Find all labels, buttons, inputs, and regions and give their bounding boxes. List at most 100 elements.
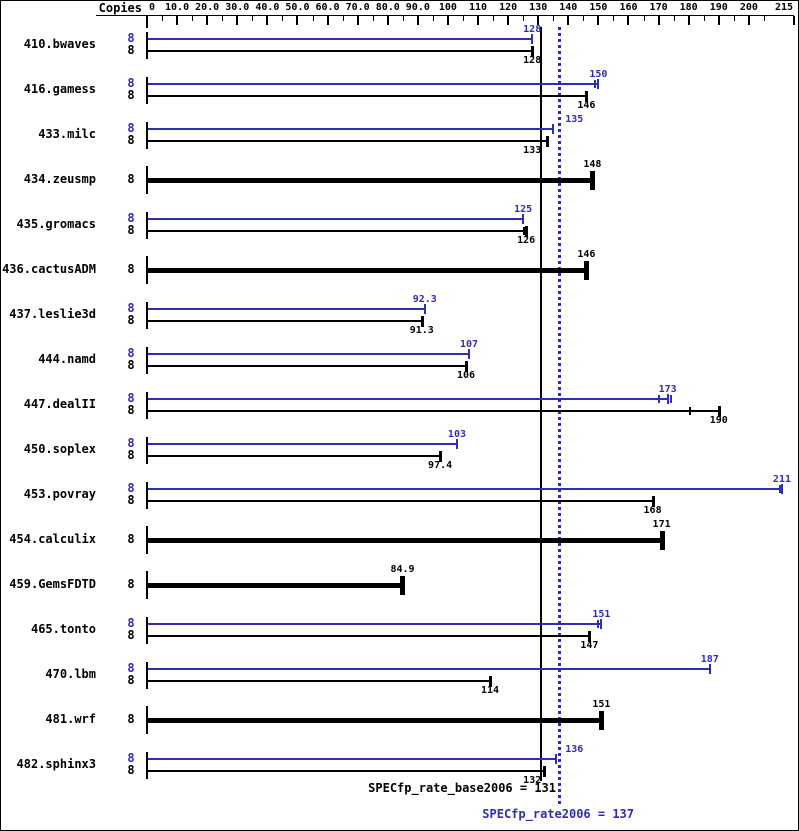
axis-minor-tick (613, 16, 615, 21)
axis-segment (146, 571, 148, 599)
bar-end-tick (455, 439, 458, 449)
base-value-label: 168 (643, 505, 662, 516)
base-value-label: 97.4 (428, 460, 453, 471)
copies-value: 8 (127, 88, 135, 102)
axis-segment (146, 752, 148, 779)
base-bar (148, 455, 441, 457)
axis-major-tick (356, 16, 359, 25)
base-bar (148, 140, 548, 142)
base-value-label: 133 (523, 145, 542, 156)
axis-tick-label: 180 (679, 2, 698, 13)
copies-value: 8 (127, 532, 135, 546)
benchmark-label: 482.sphinx3 (16, 757, 96, 771)
axis-segment (146, 212, 148, 239)
bar-end-tick (420, 316, 424, 327)
axis-tick-label: 150 (589, 2, 608, 13)
axis-major-tick (446, 16, 449, 25)
peak-value-label: 187 (700, 654, 719, 665)
axis-segment (146, 706, 148, 734)
peak-value-label: 128 (523, 24, 542, 35)
axis-segment (146, 482, 148, 509)
base-value-label: 114 (481, 685, 500, 696)
axis-minor-tick (342, 16, 344, 21)
base-bar (148, 268, 587, 273)
copies-value: 8 (127, 577, 135, 591)
axis-tick-label: 200 (739, 2, 758, 13)
axis-minor-tick (462, 16, 464, 21)
axis-major-tick (326, 16, 329, 25)
header-underline (96, 15, 794, 16)
peak-value-label: 150 (589, 69, 608, 80)
peak-bar (148, 83, 599, 85)
copies-value: 8 (127, 211, 135, 225)
base-bar (148, 178, 593, 183)
axis-minor-tick (432, 16, 434, 21)
axis-minor-tick (643, 16, 645, 21)
base-value-label: 128 (523, 55, 542, 66)
axis-major-tick (176, 16, 179, 25)
peak-value-label: 107 (459, 339, 479, 350)
copies-value: 8 (127, 31, 135, 45)
axis-segment (146, 347, 148, 374)
bar-end-tick (590, 171, 596, 190)
axis-tick-label: 120 (499, 2, 518, 13)
bar-end-tick (522, 214, 525, 224)
axis-segment (146, 77, 148, 104)
bar-end-tick (659, 531, 665, 550)
peak-value-label: 135 (565, 114, 584, 125)
peak-value-label: 173 (658, 384, 677, 395)
copies-value: 8 (127, 481, 135, 495)
axis-major-tick (537, 16, 540, 25)
axis-tick-label: 40.0 (255, 2, 280, 13)
axis-major-tick (296, 16, 299, 25)
copies-value: 8 (127, 448, 135, 462)
peak-bar (148, 218, 524, 220)
axis-major-tick (627, 16, 630, 25)
axis-minor-tick (733, 16, 735, 21)
base-bar (148, 635, 590, 637)
bar-end-tick (600, 619, 603, 629)
bar-end-tick (525, 226, 529, 237)
copies-value: 8 (127, 403, 135, 417)
axis-segment (146, 526, 148, 554)
bar-end-tick (552, 124, 555, 134)
axis-tick-label: 190 (709, 2, 728, 13)
copies-value: 8 (127, 712, 135, 726)
peak-bar (148, 668, 710, 670)
axis-segment (146, 32, 148, 59)
axis-tick-label: 170 (649, 2, 668, 13)
axis-major-tick (687, 16, 690, 25)
axis-major-tick (236, 16, 239, 25)
peak-bar (148, 758, 557, 760)
axis-tick-label: 70.0 (345, 2, 370, 13)
copies-value: 8 (127, 301, 135, 315)
peak-bar (148, 443, 457, 445)
benchmark-label: 470.lbm (45, 667, 96, 681)
bar-end-tick (489, 676, 493, 687)
copies-value: 8 (127, 358, 135, 372)
copies-value: 8 (127, 223, 135, 237)
base-mean-line (540, 27, 543, 781)
base-bar (148, 410, 719, 412)
axis-minor-tick (523, 16, 525, 21)
benchmark-label: 459.GemsFDTD (9, 577, 96, 591)
base-value-label: 147 (580, 640, 599, 651)
base-value-label: 126 (517, 235, 536, 246)
base-bar (148, 365, 466, 367)
axis-major-tick (386, 16, 389, 25)
axis-minor-tick (583, 16, 585, 21)
benchmark-label: 410.bwaves (23, 37, 96, 51)
base-value-label: 91.3 (409, 325, 434, 336)
bar-end-tick (531, 46, 535, 57)
copies-value: 8 (127, 673, 135, 687)
axis-minor-tick (493, 16, 495, 21)
copies-column-header: Copies (98, 1, 142, 15)
copies-value: 8 (127, 751, 135, 765)
bar-end-tick (467, 349, 470, 359)
bar-end-tick (708, 664, 711, 674)
bar-end-tick (464, 361, 468, 372)
bar-end-tick (543, 766, 547, 777)
benchmark-label: 434.zeusmp (23, 172, 96, 186)
peak-bar (148, 38, 533, 40)
